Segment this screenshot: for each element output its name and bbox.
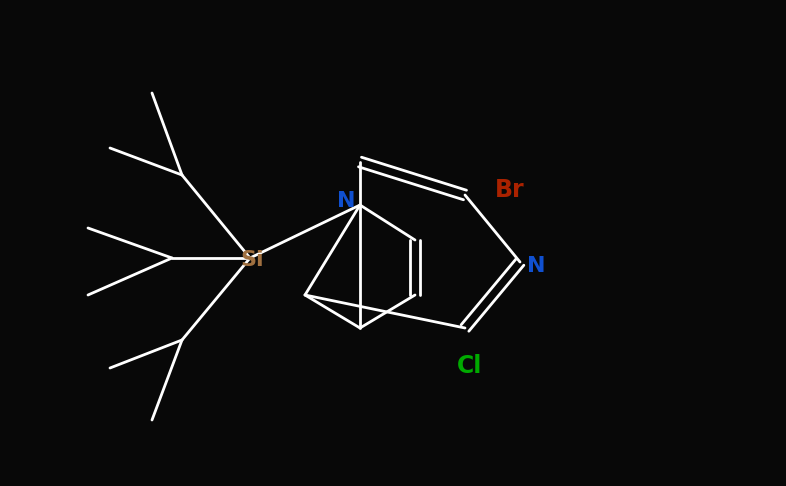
Text: N: N	[336, 191, 355, 211]
Text: Br: Br	[495, 178, 525, 202]
Text: N: N	[527, 256, 545, 276]
Text: Si: Si	[241, 250, 264, 270]
Text: Cl: Cl	[457, 354, 483, 378]
